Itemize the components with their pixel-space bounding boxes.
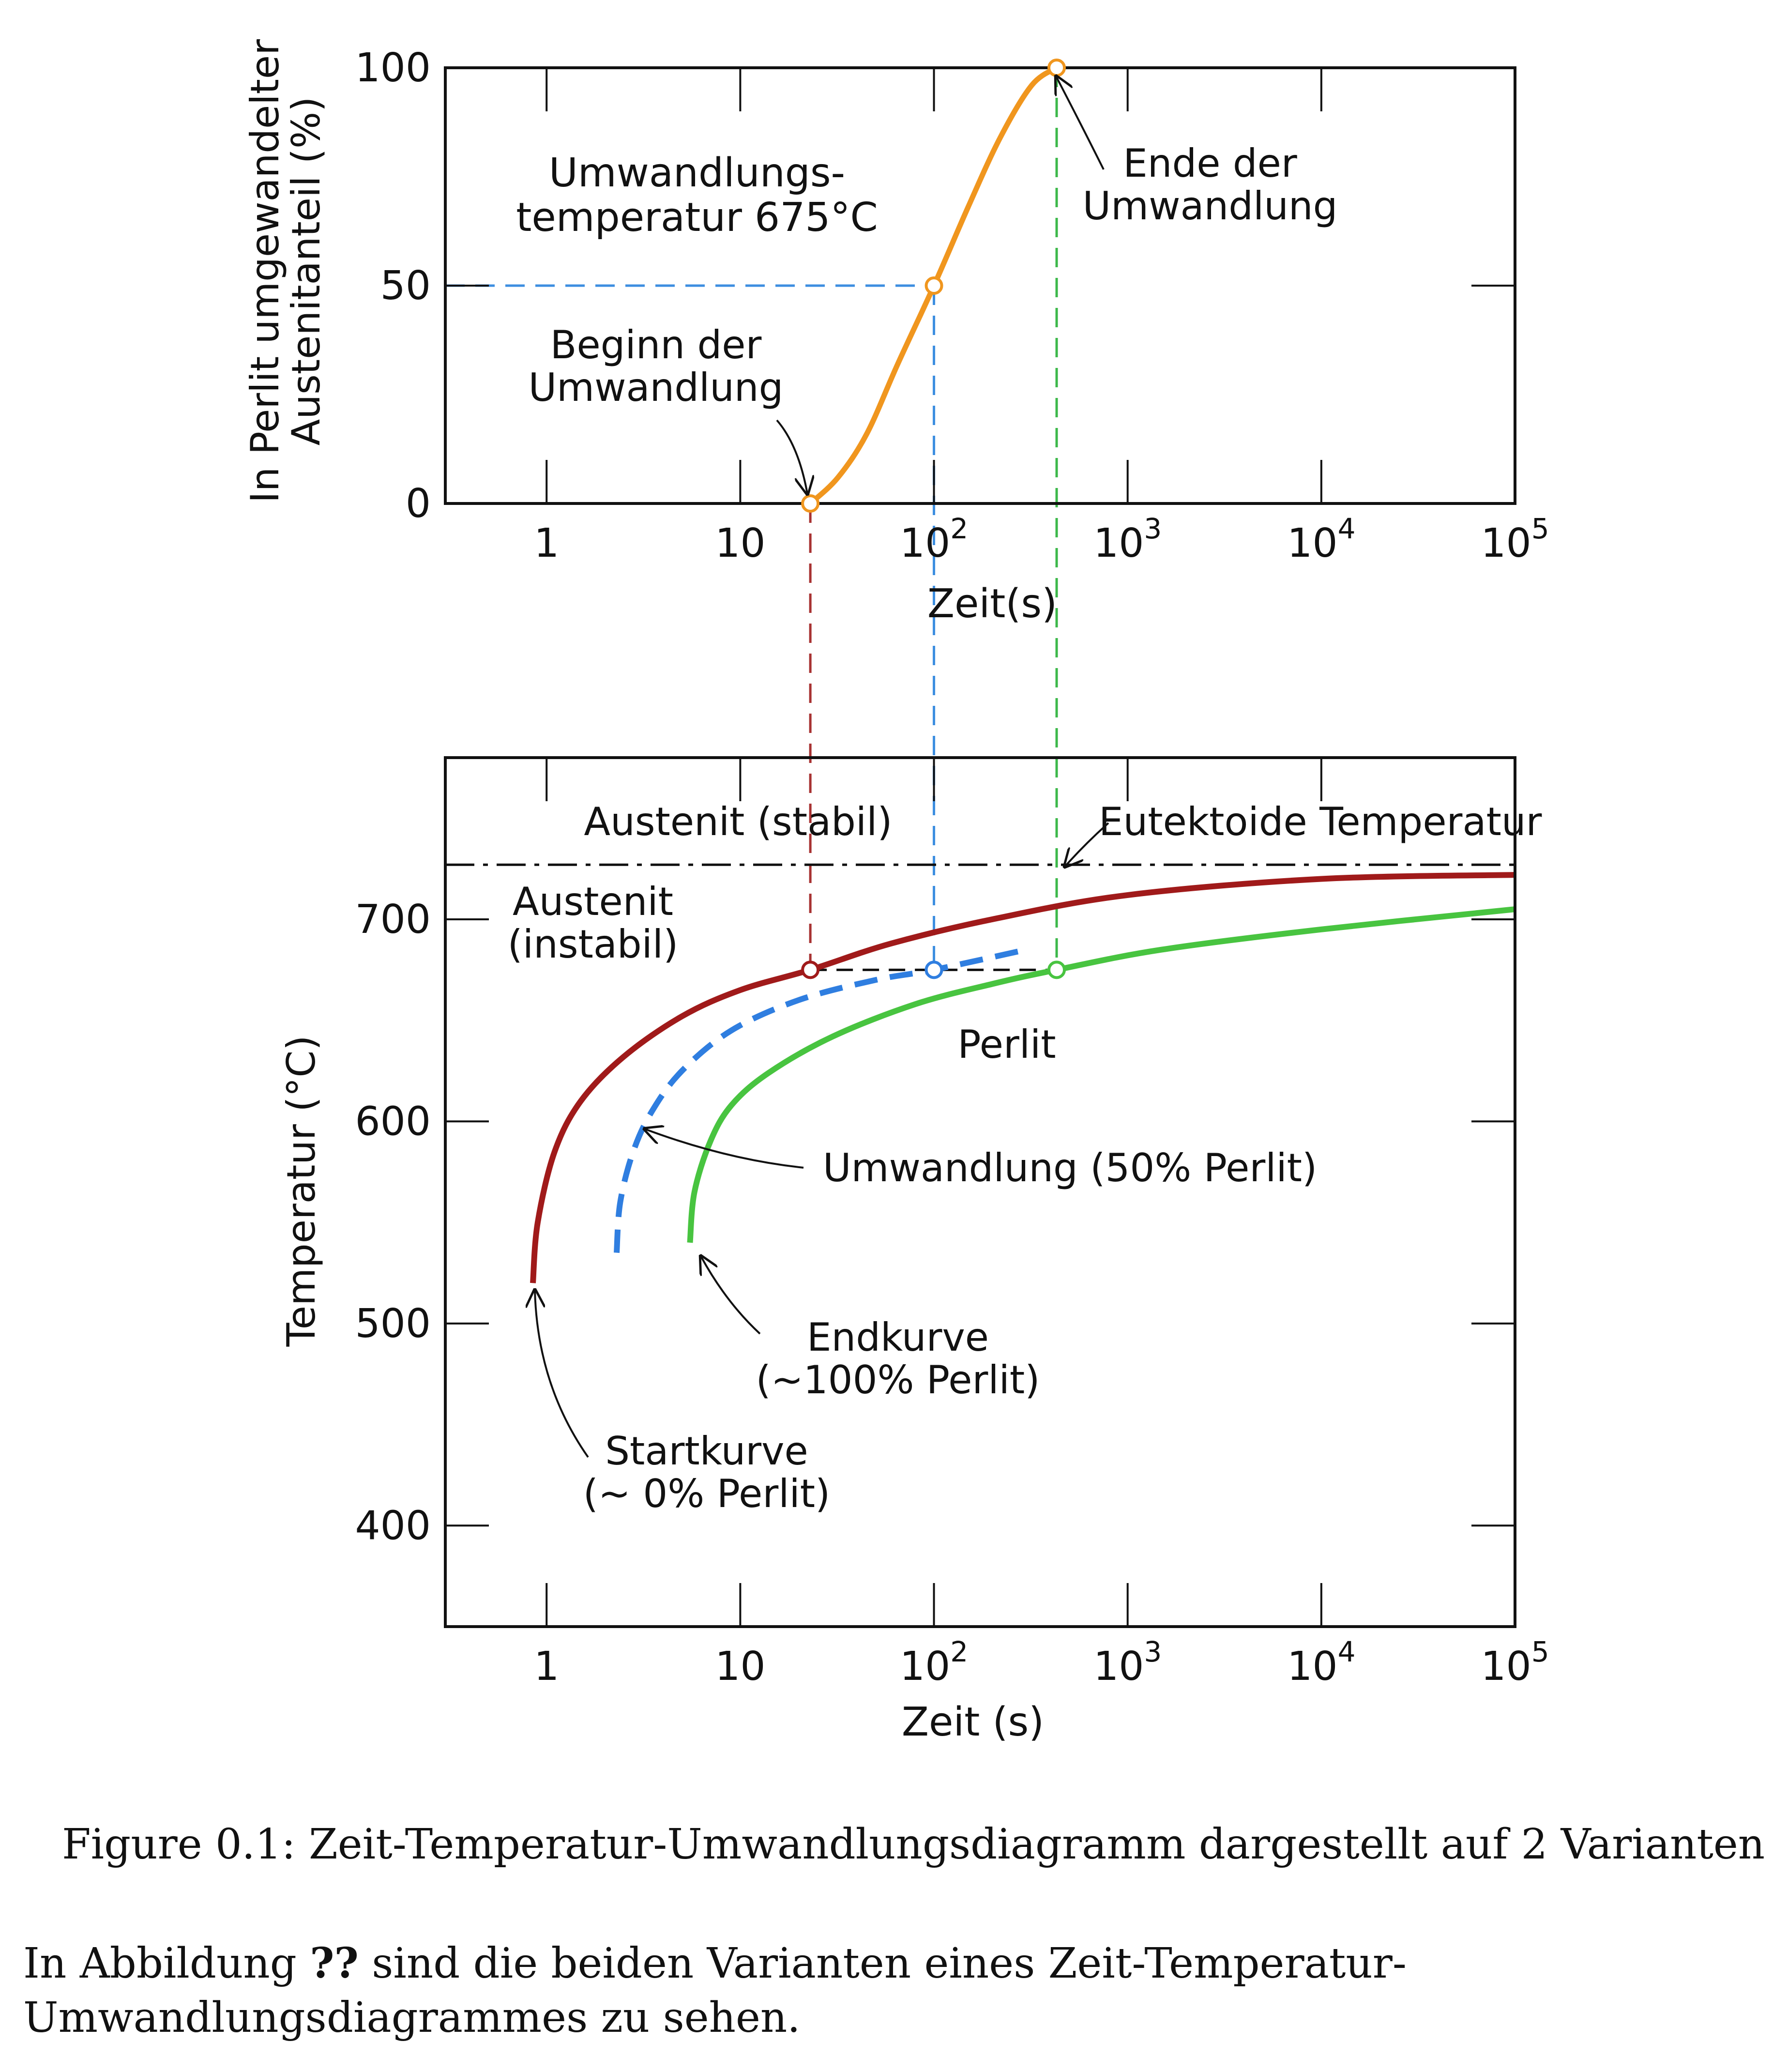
paragraph-text-after: sind die beiden Varianten eines Zeit-Tem… [23, 1939, 1407, 2042]
annotation-austenite-unstable-line-2: (instabil) [508, 922, 679, 967]
annotation-fifty-percent: Umwandlung (50% Perlit) [823, 1145, 1317, 1190]
top-x-axis-label: Zeit(s) [927, 581, 1057, 627]
annotation-temperature-line-2: temperatur 675°C [516, 195, 878, 241]
annotation-start-curve-line-1: Startkurve [605, 1429, 808, 1474]
bottom-x-axis-label: Zeit (s) [902, 1699, 1044, 1745]
annotation-end-line-1: Ende der [1123, 141, 1297, 186]
figure-reference-link[interactable]: ?? [310, 1939, 359, 1988]
arrow-start-curve [535, 1290, 589, 1458]
annotation-temperature-line-1: Umwandlungs- [549, 150, 845, 196]
bottom-y-axis-label: Temperatur (°C) [279, 1035, 324, 1347]
bottom-ytick-label: 700 [355, 897, 431, 943]
top-xtick-label: 103 [1093, 512, 1162, 566]
end-curve [687, 906, 1515, 1243]
paragraph-text-before: In Abbildung [23, 1939, 310, 1988]
arrow-end-of-transformation [1056, 76, 1105, 170]
bottom-xtick-label: 10 [715, 1644, 765, 1690]
top-xtick-label: 10 [715, 520, 765, 566]
bottom-xtick-exponent: 3 [1144, 1635, 1162, 1668]
annotation-pearlite-line-1: Perlit [957, 1022, 1056, 1067]
top-ytick-label: 0 [406, 481, 431, 527]
bottom-point-marker [1047, 960, 1066, 979]
annotation-end-curve-line-2: (~100% Perlit) [756, 1357, 1040, 1402]
bottom-xtick-label: 102 [900, 1635, 968, 1690]
annotation-austenite-unstable-line-1: Austenit [513, 879, 673, 924]
start-curve [530, 872, 1515, 1283]
top-xtick-label: 1 [534, 520, 559, 566]
bottom-chart-frame [444, 756, 1516, 1628]
annotation-end-curve-line-1: Endkurve [807, 1315, 989, 1360]
bottom-xtick-exponent: 5 [1531, 1635, 1549, 1668]
bottom-point-marker [924, 960, 943, 979]
top-xtick-exponent: 2 [950, 512, 968, 545]
arrow-fifty-percent-curve [645, 1129, 804, 1169]
annotation-start-line-1: Beginn der [550, 322, 762, 367]
top-xtick-exponent: 5 [1531, 512, 1549, 545]
top-xtick-label: 102 [900, 512, 968, 566]
bottom-ytick-label: 500 [355, 1301, 431, 1347]
annotation-start-line-2: Umwandlung [529, 365, 784, 410]
annotation-austenite-stable-line-1: Austenit (stabil) [584, 799, 892, 844]
annotation-start-curve-line-2: (~ 0% Perlit) [583, 1471, 831, 1516]
bottom-xtick-exponent: 4 [1338, 1635, 1356, 1668]
arrow-end-curve [701, 1256, 761, 1335]
top-point-marker [801, 494, 820, 513]
bottom-xtick-label: 104 [1287, 1635, 1355, 1690]
annotation-eutectoid: Eutektoide Temperatur [1099, 799, 1542, 844]
top-point-marker [924, 276, 943, 295]
bottom-xtick-label: 1 [534, 1644, 559, 1690]
top-xtick-exponent: 3 [1144, 512, 1162, 545]
top-ytick-label: 100 [355, 45, 431, 91]
annotation-end-line-2: Umwandlung [1083, 183, 1338, 229]
figure-caption: Figure 0.1: Zeit-Temperatur-Umwandlungsd… [62, 1820, 1765, 1869]
bottom-xtick-label: 103 [1093, 1635, 1162, 1690]
body-paragraph: In Abbildung ?? sind die beiden Variante… [23, 1936, 1766, 2045]
top-y-axis-label-line-1: In Perlit umgewandelter [242, 39, 288, 503]
arrow-start-of-transformation [776, 419, 807, 494]
top-ytick-label: 50 [380, 263, 431, 309]
top-y-axis-label-line-2: Austenitanteil (%) [284, 97, 329, 446]
bottom-ytick-label: 400 [355, 1503, 431, 1549]
ttt-figure: 1 10 102 103 104 105 0 50 100 1 10 102 103 104 105 400 5… [242, 39, 1549, 1745]
bottom-xtick-exponent: 2 [950, 1635, 968, 1668]
top-point-marker [1047, 59, 1066, 77]
top-xtick-label: 104 [1287, 512, 1355, 566]
fifty-percent-curve [614, 946, 1027, 1253]
bottom-xtick-label: 105 [1481, 1635, 1549, 1690]
arrow-eutectoid [1065, 822, 1109, 867]
bottom-point-marker [801, 960, 820, 979]
top-xtick-exponent: 4 [1338, 512, 1356, 545]
top-xtick-label: 105 [1481, 512, 1549, 566]
bottom-ytick-label: 600 [355, 1098, 431, 1144]
